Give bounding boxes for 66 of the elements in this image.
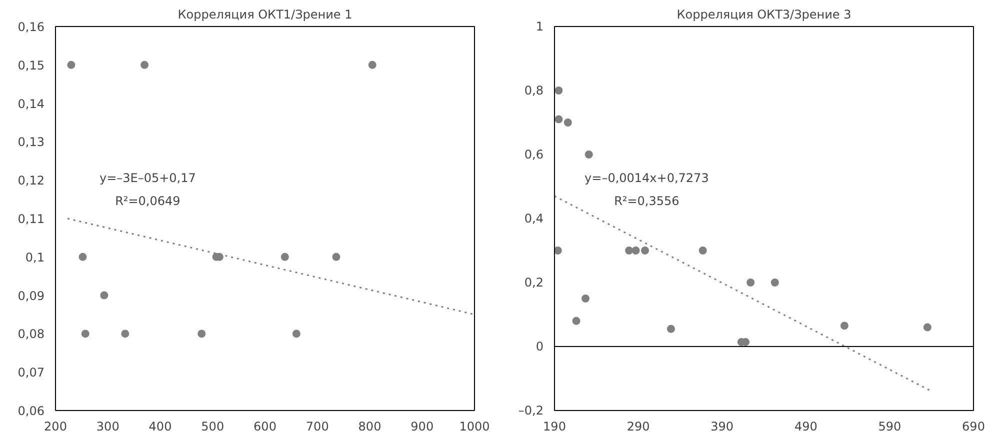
point [554,86,563,94]
point [121,330,130,338]
annotation: R²=0,3556 [614,194,680,208]
point [198,330,206,338]
x-tick-label: 690 [962,420,985,434]
x-tick-label: 200 [44,420,67,434]
y-tick-label: 0 [536,340,544,354]
x-tick-label: 800 [358,420,382,434]
point [625,246,634,254]
point [923,323,932,332]
y-tick-label: 0,2 [524,276,544,290]
x-tick-label: 300 [96,420,120,434]
point [582,294,590,302]
x-tick-label: 400 [148,420,172,434]
chart-title: Корреляция ОКТ3/Зрение 3 [676,8,852,22]
annotation: y=–3E–05+0,17 [99,171,196,186]
y-tick-label: 0,15 [18,58,44,72]
x-tick-label: 490 [794,420,818,434]
annotation: R²=0,0649 [115,194,180,208]
chart-title: Корреляция ОКТ1/Зрение 1 [178,8,352,22]
point [332,252,340,261]
y-tick-label: 0,1 [25,250,45,264]
point [280,252,289,261]
y-tick-label: 0,09 [18,288,44,303]
y-tick-label: 0,12 [18,174,44,188]
x-tick-label: 900 [410,420,434,434]
point [78,252,87,261]
x-tick-label: 190 [543,420,566,434]
point [554,115,563,124]
y-tick-label: 0,13 [18,135,44,150]
point [632,246,640,254]
point [67,60,76,69]
x-tick-label: 500 [201,420,224,434]
point [292,330,300,338]
y-tick-label: 0,11 [18,212,44,226]
point [584,150,593,158]
y-tick-label: 0,08 [18,327,44,342]
x-tick-label: 290 [626,420,650,434]
y-tick-label: 0,06 [18,404,44,418]
x-tick-label: 590 [878,420,902,434]
x-tick-label: 390 [710,420,734,434]
point [554,246,562,254]
point [572,316,580,325]
y-tick-label: 0,6 [524,148,544,162]
point [100,291,108,300]
y-tick-label: 1 [536,20,544,34]
y-tick-label: 0,14 [18,96,44,111]
annotation: y=–0,0014x+0,7273 [584,171,709,186]
x-tick-label: 700 [306,420,329,434]
point [698,246,707,254]
point [641,246,650,254]
point [840,322,848,330]
y-tick-label: 0,16 [18,20,44,34]
point [746,278,755,286]
x-tick-label: 1000 [459,420,490,434]
point [564,118,572,126]
point [770,278,779,286]
point [666,324,675,333]
y-tick-label: 0,8 [524,84,544,98]
y-tick-label: –0,2 [518,404,544,418]
y-tick-label: 0,07 [18,366,44,380]
point [81,330,90,338]
point [368,60,376,69]
point [140,60,149,69]
y-tick-label: 0,4 [524,212,544,226]
x-tick-label: 600 [254,420,276,434]
